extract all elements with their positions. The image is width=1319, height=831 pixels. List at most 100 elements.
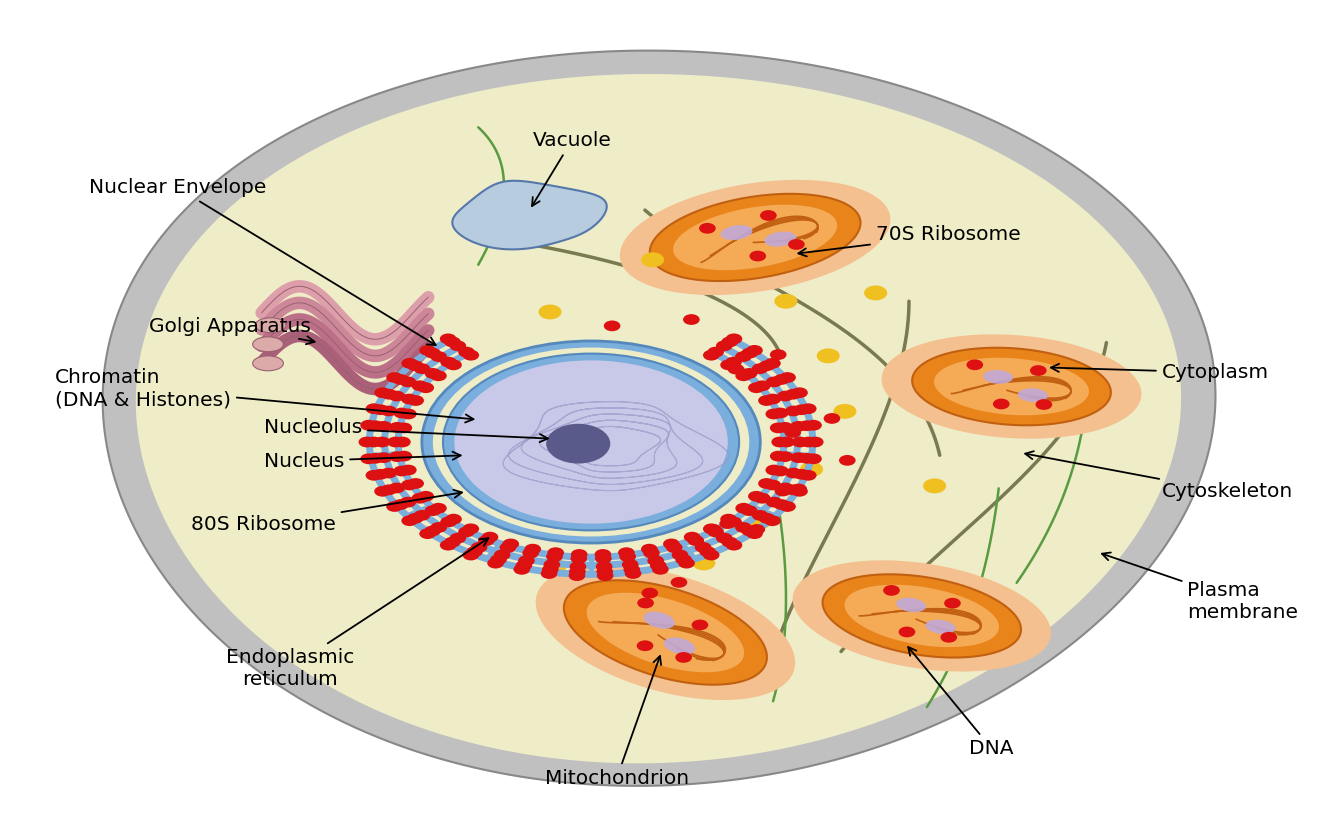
Ellipse shape — [439, 333, 456, 344]
Ellipse shape — [619, 548, 634, 558]
Ellipse shape — [430, 522, 447, 533]
Text: DNA: DNA — [909, 647, 1014, 758]
Ellipse shape — [1035, 399, 1053, 410]
Ellipse shape — [834, 404, 856, 419]
Ellipse shape — [703, 350, 720, 361]
Ellipse shape — [466, 546, 483, 557]
Ellipse shape — [372, 405, 389, 416]
Ellipse shape — [687, 535, 704, 546]
Ellipse shape — [570, 561, 586, 572]
Ellipse shape — [443, 353, 739, 530]
Ellipse shape — [503, 538, 520, 549]
Ellipse shape — [408, 396, 423, 406]
Ellipse shape — [570, 553, 587, 564]
Ellipse shape — [568, 570, 586, 581]
Ellipse shape — [644, 612, 675, 629]
Ellipse shape — [707, 527, 724, 538]
Ellipse shape — [417, 491, 434, 502]
Ellipse shape — [430, 352, 447, 362]
Ellipse shape — [401, 394, 418, 405]
Ellipse shape — [414, 363, 430, 374]
Ellipse shape — [707, 347, 724, 357]
Ellipse shape — [445, 537, 460, 548]
Ellipse shape — [816, 348, 840, 363]
Ellipse shape — [392, 374, 409, 385]
Ellipse shape — [798, 420, 815, 431]
Ellipse shape — [430, 503, 447, 514]
Ellipse shape — [720, 360, 737, 371]
Ellipse shape — [944, 597, 960, 608]
Ellipse shape — [749, 514, 772, 529]
Ellipse shape — [625, 568, 641, 579]
Ellipse shape — [596, 570, 613, 581]
Text: Cytoskeleton: Cytoskeleton — [1025, 451, 1293, 501]
Ellipse shape — [741, 525, 758, 536]
Ellipse shape — [699, 223, 716, 234]
Ellipse shape — [516, 560, 532, 571]
Text: Endoplasmic
reticulum: Endoplasmic reticulum — [226, 538, 488, 689]
Ellipse shape — [884, 585, 900, 596]
Ellipse shape — [736, 371, 752, 381]
Ellipse shape — [406, 361, 423, 371]
Ellipse shape — [923, 479, 946, 494]
Ellipse shape — [716, 533, 732, 543]
Ellipse shape — [790, 484, 807, 494]
Ellipse shape — [513, 564, 530, 575]
Ellipse shape — [255, 317, 286, 332]
Polygon shape — [881, 334, 1141, 439]
Ellipse shape — [793, 469, 810, 479]
Ellipse shape — [641, 543, 658, 554]
Ellipse shape — [425, 525, 441, 536]
Polygon shape — [536, 565, 795, 700]
Ellipse shape — [765, 394, 781, 405]
Ellipse shape — [389, 422, 405, 433]
Polygon shape — [673, 204, 838, 270]
Ellipse shape — [752, 510, 769, 521]
Ellipse shape — [671, 549, 689, 560]
Ellipse shape — [666, 542, 683, 553]
Ellipse shape — [433, 347, 749, 537]
Ellipse shape — [799, 403, 816, 414]
Ellipse shape — [787, 239, 805, 250]
Ellipse shape — [445, 337, 460, 347]
Ellipse shape — [425, 368, 442, 379]
Ellipse shape — [896, 597, 926, 612]
Ellipse shape — [764, 358, 781, 369]
Ellipse shape — [774, 293, 798, 308]
Ellipse shape — [758, 396, 774, 406]
Ellipse shape — [1018, 388, 1047, 402]
Ellipse shape — [720, 225, 752, 240]
Ellipse shape — [772, 407, 789, 418]
Polygon shape — [934, 357, 1089, 416]
Ellipse shape — [703, 524, 720, 534]
Ellipse shape — [770, 450, 786, 461]
Ellipse shape — [650, 560, 666, 571]
Text: Mitochondrion: Mitochondrion — [545, 656, 689, 788]
Text: Cytoplasm: Cytoplasm — [1051, 363, 1269, 382]
Text: 70S Ribosome: 70S Ribosome — [798, 225, 1021, 257]
Ellipse shape — [450, 341, 466, 352]
Ellipse shape — [543, 558, 567, 573]
Ellipse shape — [620, 551, 636, 562]
Text: 80S Ribosome: 80S Ribosome — [191, 489, 462, 534]
Ellipse shape — [748, 382, 765, 393]
Ellipse shape — [780, 501, 795, 512]
Ellipse shape — [518, 555, 534, 566]
Ellipse shape — [675, 652, 692, 663]
Ellipse shape — [401, 479, 418, 490]
Ellipse shape — [381, 484, 397, 495]
Ellipse shape — [754, 493, 770, 504]
Ellipse shape — [546, 551, 563, 562]
Ellipse shape — [785, 484, 802, 495]
Ellipse shape — [752, 363, 769, 374]
Ellipse shape — [725, 333, 743, 344]
Ellipse shape — [425, 505, 442, 516]
Ellipse shape — [425, 347, 441, 358]
Ellipse shape — [644, 548, 660, 558]
Ellipse shape — [477, 535, 495, 546]
Ellipse shape — [748, 491, 765, 502]
Ellipse shape — [439, 540, 456, 551]
Ellipse shape — [541, 568, 558, 579]
Ellipse shape — [417, 382, 434, 393]
Ellipse shape — [798, 453, 815, 464]
